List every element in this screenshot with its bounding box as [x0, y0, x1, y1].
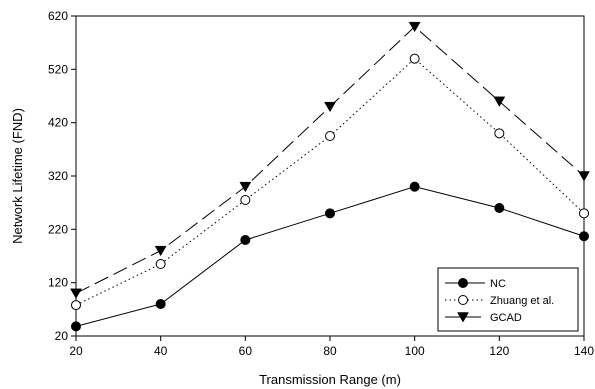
legend: NC Zhuang et al. GCAD — [437, 267, 579, 332]
legend-item: GCAD — [445, 312, 522, 324]
data-point — [240, 195, 251, 205]
series-nc — [71, 181, 589, 332]
legend-marker — [458, 295, 468, 305]
data-point — [155, 259, 166, 269]
y-tick-label: 520 — [48, 62, 68, 76]
data-point — [408, 21, 421, 33]
data-point — [324, 101, 336, 113]
y-tick-label: 620 — [48, 9, 68, 23]
data-point — [155, 299, 166, 309]
data-point — [70, 288, 82, 299]
x-tick-label: 140 — [574, 344, 594, 358]
data-point — [71, 300, 81, 311]
legend-item: NC — [445, 278, 506, 290]
data-point — [494, 203, 505, 213]
x-tick-label: 100 — [405, 344, 425, 358]
data-point — [240, 235, 251, 245]
data-point — [325, 131, 335, 141]
y-tick-label: 20 — [55, 329, 69, 343]
series-layer — [70, 21, 590, 332]
data-point — [493, 96, 506, 107]
legend-label: Zhuang et al. — [490, 295, 554, 307]
legend-marker — [458, 278, 468, 288]
x-tick-label: 120 — [489, 344, 509, 358]
legend-label: NC — [490, 278, 506, 290]
legend-label: GCAD — [490, 312, 522, 324]
x-axis: 20 40 60 80 100 120 140 — [69, 336, 594, 358]
x-tick-label: 20 — [69, 344, 83, 358]
legend-marker — [457, 312, 469, 323]
data-point — [409, 53, 420, 64]
y-tick-label: 120 — [48, 276, 68, 290]
series-line — [75, 25, 585, 294]
legend-item: Zhuang et al. — [445, 295, 554, 307]
y-axis-title: Network Lifetime (FND) — [10, 108, 25, 244]
data-point — [579, 208, 589, 219]
data-point — [579, 231, 589, 242]
y-tick-label: 220 — [48, 222, 68, 236]
data-point — [239, 181, 252, 193]
series-gcad — [70, 21, 590, 299]
data-point — [154, 245, 167, 257]
y-axis: 20 120 220 320 420 520 620 — [48, 9, 76, 343]
x-tick-label: 80 — [323, 344, 337, 358]
data-point — [71, 321, 81, 332]
data-point — [578, 171, 590, 182]
y-tick-label: 420 — [48, 116, 68, 130]
x-tick-label: 60 — [239, 344, 253, 358]
series-zhuang-et-al — [71, 53, 589, 311]
y-tick-label: 320 — [48, 169, 68, 183]
data-point — [409, 181, 420, 192]
data-point — [325, 208, 335, 219]
data-point — [494, 128, 505, 139]
x-tick-label: 40 — [154, 344, 168, 358]
x-axis-title: Transmission Range (m) — [259, 372, 401, 387]
